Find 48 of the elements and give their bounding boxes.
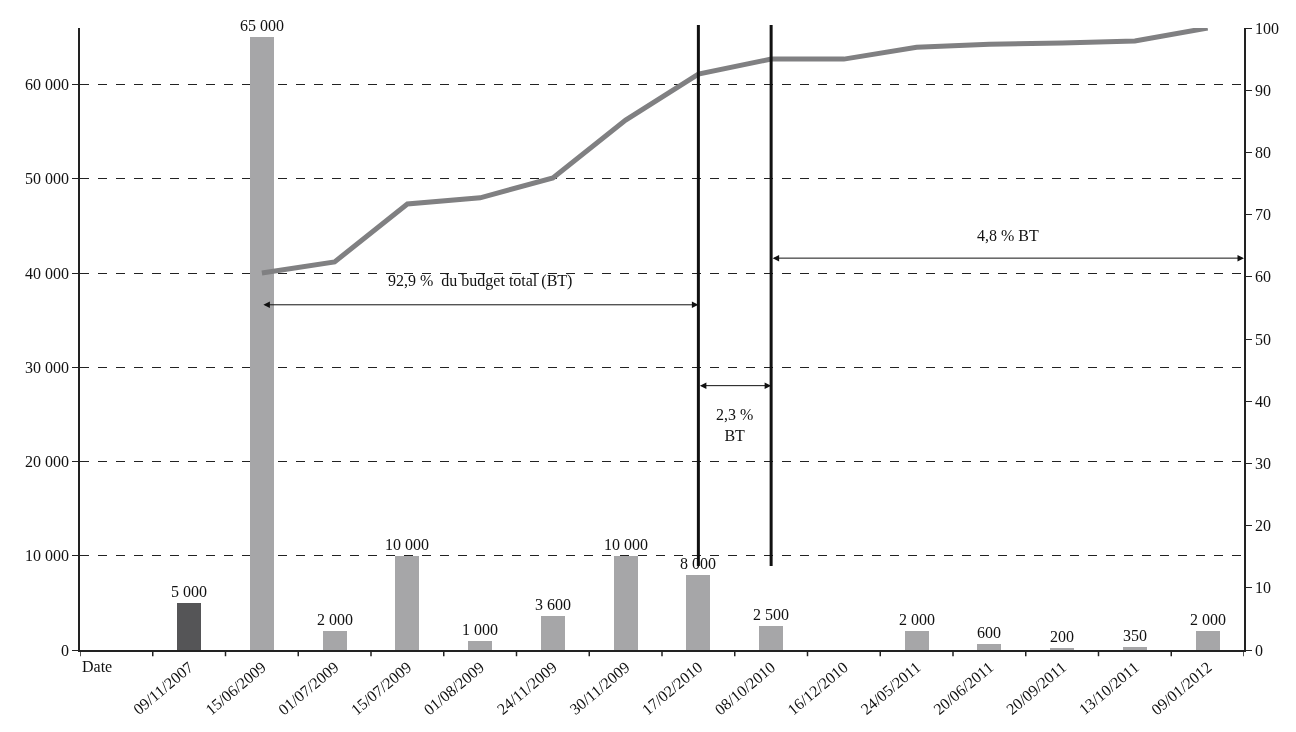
data-label: 3 600 — [535, 596, 571, 613]
bar — [395, 556, 419, 650]
data-label: 1 000 — [462, 621, 498, 638]
y2-tick-label: 50 — [1254, 330, 1271, 348]
data-label: 10 000 — [604, 536, 648, 553]
bar — [1123, 647, 1147, 650]
data-label: 2 000 — [1190, 611, 1226, 628]
bar — [759, 626, 783, 650]
data-label: 2 000 — [317, 611, 353, 628]
data-label: 2 000 — [899, 611, 935, 628]
y-tick-label: 30 000 — [25, 358, 70, 376]
y2-tick-label: 60 — [1254, 268, 1271, 286]
annotation: 4,8 % BT — [977, 227, 1039, 244]
y-tick-label: 10 000 — [25, 547, 70, 565]
bar — [541, 616, 565, 650]
bar — [905, 631, 929, 650]
bar — [614, 556, 638, 650]
y2-tick-label: 30 — [1254, 455, 1271, 472]
data-label: 200 — [1050, 628, 1074, 645]
bar — [323, 631, 347, 650]
y-tick-label: 20 000 — [25, 453, 70, 471]
y2-tick-label: 10 — [1254, 579, 1271, 597]
data-label: 2 500 — [753, 606, 789, 623]
bar — [468, 641, 492, 650]
y2-tick-label: 90 — [1254, 81, 1271, 99]
data-label: 65 000 — [240, 17, 284, 34]
y2-tick-label: 80 — [1254, 144, 1271, 161]
data-label: 600 — [977, 624, 1001, 641]
y2-tick-label: 40 — [1254, 392, 1271, 410]
y-tick-label: 40 000 — [25, 264, 70, 282]
y2-tick-label: 20 — [1254, 517, 1271, 535]
bar — [250, 37, 274, 650]
annotation: 92,9 % du budget total (BT) — [388, 272, 573, 290]
data-label: 350 — [1123, 627, 1147, 644]
bar — [177, 603, 201, 650]
data-label: 10 000 — [385, 536, 429, 553]
x-axis-title: Date — [82, 658, 113, 675]
y2-tick-label: 70 — [1254, 206, 1271, 224]
annotation: 2,3 % BT — [716, 406, 754, 444]
data-label: 5 000 — [171, 583, 207, 600]
bar — [686, 575, 710, 650]
bar — [977, 644, 1001, 650]
bar — [1196, 631, 1220, 650]
y-tick-label: 0 — [61, 641, 70, 659]
y2-tick-label: 100 — [1254, 19, 1279, 37]
y-tick-label: 60 000 — [25, 76, 70, 94]
y2-tick-label: 0 — [1254, 641, 1263, 659]
y-tick-label: 50 000 — [25, 170, 70, 188]
